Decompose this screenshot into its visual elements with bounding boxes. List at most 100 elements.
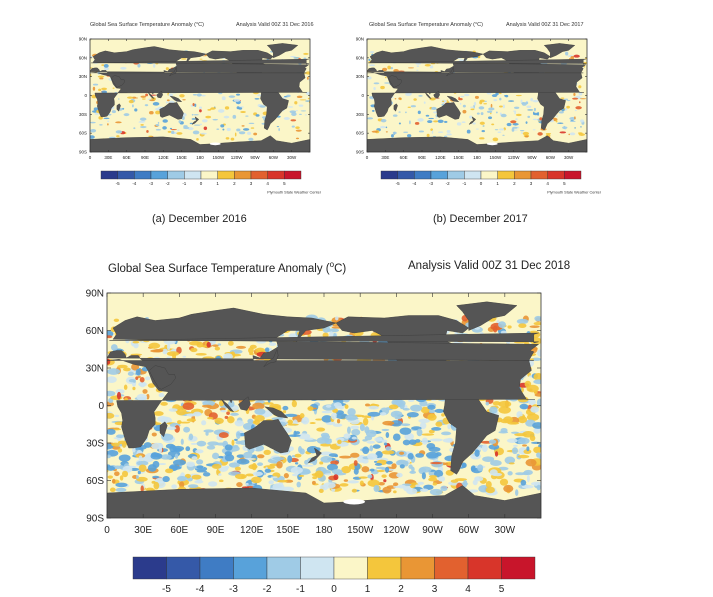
anomaly-patch xyxy=(294,431,301,435)
anomaly-patch xyxy=(528,399,536,405)
anomaly-patch xyxy=(517,454,530,459)
anomaly-patch xyxy=(201,94,206,97)
anomaly-patch xyxy=(392,131,397,135)
anomaly-patch xyxy=(203,429,214,433)
anomaly-patch xyxy=(107,412,115,419)
anomaly-patch xyxy=(295,462,299,465)
anomaly-patch xyxy=(435,421,443,427)
anomaly-patch xyxy=(217,343,222,346)
anomaly-patch xyxy=(225,137,230,140)
landmass-uk xyxy=(91,58,309,65)
anomaly-patch xyxy=(568,133,570,136)
anomaly-patch xyxy=(140,123,144,126)
anomaly-patch xyxy=(107,123,109,126)
colorbar-label: -1 xyxy=(296,584,305,595)
anomaly-patch xyxy=(516,318,529,325)
landmass-antarctica xyxy=(107,485,541,518)
anomaly-patch xyxy=(427,404,436,410)
anomaly-patch xyxy=(137,375,141,379)
anomaly-patch xyxy=(383,479,387,483)
anomaly-patch xyxy=(487,110,493,113)
sea-ice-patch xyxy=(209,142,221,146)
anomaly-patch xyxy=(368,58,371,61)
anomaly-patch xyxy=(287,455,293,463)
anomaly-patch xyxy=(245,482,249,486)
anomaly-patch xyxy=(418,418,430,424)
anomaly-patch xyxy=(117,98,120,100)
anomaly-patch xyxy=(101,64,105,66)
anomaly-patch xyxy=(133,127,136,130)
anomaly-patch xyxy=(513,110,517,112)
colorbar-label: 3 xyxy=(250,181,253,186)
anomaly-patch xyxy=(407,452,414,460)
lon-tick-label: 0 xyxy=(89,155,92,160)
anomaly-patch xyxy=(536,398,541,407)
anomaly-patch xyxy=(529,325,540,329)
anomaly-patch xyxy=(295,126,300,130)
anomaly-patch xyxy=(132,386,136,391)
anomaly-patch xyxy=(168,408,178,412)
anomaly-patch xyxy=(512,122,519,126)
anomaly-patch xyxy=(560,97,565,99)
anomaly-patch xyxy=(399,402,405,410)
anomaly-patch xyxy=(137,63,141,68)
anomaly-patch xyxy=(165,468,174,474)
anomaly-patch xyxy=(224,415,229,420)
anomaly-patch xyxy=(107,368,121,375)
anomaly-patch xyxy=(399,451,405,455)
anomaly-patch xyxy=(206,445,216,450)
anomaly-patch xyxy=(444,120,448,124)
anomaly-patch xyxy=(109,487,116,493)
anomaly-patch xyxy=(117,364,128,369)
anomaly-patch xyxy=(136,476,148,482)
anomaly-patch xyxy=(127,371,135,376)
anomaly-patch xyxy=(283,472,289,479)
anomaly-patch xyxy=(169,127,173,130)
anomaly-patch xyxy=(314,470,324,479)
anomaly-patch xyxy=(304,114,308,116)
anomaly-patch xyxy=(522,431,535,438)
anomaly-patch xyxy=(139,117,147,121)
colorbar-label: -3 xyxy=(429,181,433,186)
anomaly-patch xyxy=(417,110,421,115)
anomaly-patch xyxy=(574,116,576,120)
anomaly-patch xyxy=(456,122,462,126)
anomaly-patch xyxy=(406,488,418,495)
anomaly-patch xyxy=(367,411,381,417)
anomaly-patch xyxy=(155,110,161,115)
anomaly-patch xyxy=(441,100,445,103)
anomaly-patch xyxy=(132,104,134,108)
anomaly-patch xyxy=(434,408,445,413)
anomaly-patch xyxy=(157,121,160,124)
lon-tick-label: 60W xyxy=(269,155,279,160)
anomaly-patch xyxy=(247,131,252,135)
anomaly-patch xyxy=(305,91,310,96)
anomaly-patch xyxy=(381,450,395,455)
anomaly-patch xyxy=(157,416,169,422)
anomaly-patch xyxy=(220,409,227,413)
anomaly-patch xyxy=(299,413,305,419)
anomaly-patch xyxy=(431,130,434,134)
lat-tick-label: 30S xyxy=(356,112,364,117)
anomaly-patch xyxy=(454,478,468,481)
anomaly-patch xyxy=(295,129,302,132)
anomaly-patch xyxy=(492,325,498,333)
anomaly-patch xyxy=(533,379,541,385)
anomaly-patch xyxy=(573,54,580,58)
anomaly-patch xyxy=(233,444,239,448)
anomaly-patch xyxy=(220,124,225,128)
anomaly-patch xyxy=(236,454,246,459)
anomaly-patch xyxy=(390,420,403,427)
landmass-sumatra xyxy=(221,399,235,413)
anomaly-patch xyxy=(393,490,397,494)
anomaly-patch xyxy=(90,135,95,139)
lat-tick-label: 90S xyxy=(79,150,87,155)
colorbar-label: -4 xyxy=(196,584,205,595)
anomaly-patch xyxy=(433,120,438,123)
anomaly-patch xyxy=(321,415,333,423)
anomaly-patch xyxy=(521,484,534,489)
landmass-new-guinea xyxy=(446,95,460,103)
anomaly-patch xyxy=(262,402,274,405)
anomaly-patch xyxy=(147,383,156,388)
anomaly-patch xyxy=(196,137,199,141)
